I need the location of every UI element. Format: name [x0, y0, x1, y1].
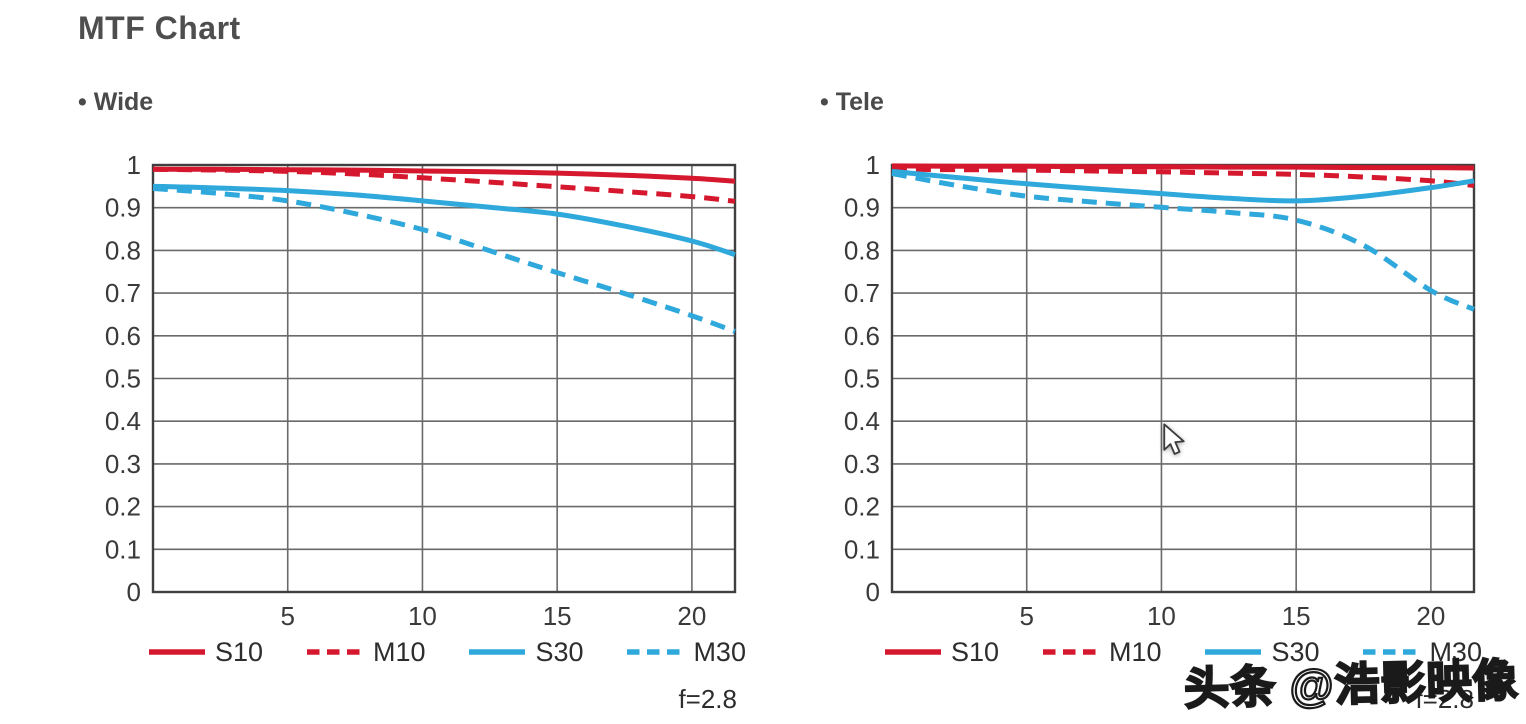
y-tick-label: 0.2: [105, 492, 141, 522]
curve-m10: [152, 166, 736, 204]
legend-item-s10: S10: [148, 637, 263, 668]
y-tick-label: 0.1: [105, 534, 141, 564]
legend-label-s30: S30: [1271, 636, 1320, 667]
legend-label-m10: M10: [372, 636, 426, 667]
x-tick-label: 20: [677, 601, 706, 630]
y-tick-label: 0.5: [844, 364, 880, 394]
y-tick-label: 0.3: [105, 449, 141, 479]
legend-item-m30: M30: [1362, 637, 1482, 668]
wide-chart-plot: 00.10.20.30.40.50.60.70.80.915 10 15 20: [105, 150, 737, 630]
legend-label-s30: S30: [535, 636, 584, 667]
legend-label-m30: M30: [1429, 636, 1482, 667]
tele-aperture-label: f=2.8: [1415, 684, 1474, 714]
section-label-tele: • Tele: [820, 88, 884, 116]
y-tick-label: 0.2: [844, 492, 880, 522]
y-tick-label: 1: [127, 150, 141, 180]
legend-item-s30: S30: [468, 636, 584, 668]
mouse-cursor-icon: [1163, 423, 1185, 455]
curve-m30: [891, 171, 1475, 312]
x-tick-label: 10: [1147, 601, 1176, 630]
legend-item-s30: S30: [1204, 636, 1320, 668]
y-tick-label: 0: [866, 577, 880, 607]
legend-swatch-m30: [627, 649, 684, 655]
y-tick-label: 0.9: [105, 193, 141, 223]
x-tick-label: 5: [1019, 601, 1033, 630]
legend-swatch-m10: [306, 649, 363, 655]
legend-label-m30: M30: [693, 636, 746, 667]
x-tick-label: 20: [1416, 601, 1445, 630]
legend-item-m10: M10: [306, 637, 426, 668]
page-title: MTF Chart: [78, 10, 241, 46]
legend-label-s10: S10: [215, 636, 264, 667]
y-tick-label: 0.4: [844, 406, 880, 436]
curve-m10: [891, 166, 1475, 188]
y-tick-label: 0: [127, 577, 141, 607]
legend-label-s10: S10: [951, 636, 1000, 667]
legend-item-m10: M10: [1042, 637, 1162, 668]
legend-swatch-s30: [469, 649, 526, 655]
y-tick-label: 0.5: [105, 364, 141, 394]
x-tick-label: 5: [280, 601, 294, 630]
plot-border: [151, 163, 737, 594]
tele-chart-plot: 00.10.20.30.40.50.60.70.80.915 10 15 20: [844, 150, 1476, 630]
watermark-text: 头条 @浩影映像: [1182, 654, 1520, 716]
legend-item-s10: S10: [884, 637, 999, 668]
y-tick-label: 0.9: [844, 193, 880, 223]
y-tick-label: 0.7: [844, 278, 880, 308]
legend-swatch-s10: [885, 649, 941, 655]
y-tick-label: 0.8: [105, 235, 141, 265]
legend-label-m10: M10: [1108, 636, 1162, 667]
legend-item-m30: M30: [626, 637, 746, 668]
legend-swatch-s30: [1205, 649, 1262, 655]
legend-swatch-s10: [149, 649, 205, 655]
legend-swatch-m30: [1363, 649, 1420, 655]
y-tick-label: 0.7: [105, 278, 141, 308]
curve-s30: [152, 183, 736, 258]
section-label-wide: • Wide: [78, 88, 154, 116]
y-tick-label: 0.6: [844, 321, 880, 351]
x-tick-label: 15: [1282, 601, 1311, 630]
curve-s10: [891, 163, 1475, 171]
y-tick-label: 0.1: [844, 534, 880, 564]
curve-s30: [891, 168, 1475, 204]
wide-aperture-label: f=2.8: [678, 684, 737, 714]
tele-chart-legend: S10 M10 S30 M30: [884, 636, 1482, 668]
y-tick-label: 0.4: [105, 406, 141, 436]
x-tick-label: 15: [543, 601, 572, 630]
legend-swatch-m10: [1042, 649, 1099, 655]
y-tick-label: 1: [866, 150, 880, 180]
y-tick-label: 0.8: [844, 235, 880, 265]
x-tick-label: 10: [408, 601, 437, 630]
y-tick-label: 0.6: [105, 321, 141, 351]
curve-m30: [152, 186, 736, 334]
y-tick-label: 0.3: [844, 449, 880, 479]
wide-chart-legend: S10 M10 S30 M30: [148, 636, 746, 668]
